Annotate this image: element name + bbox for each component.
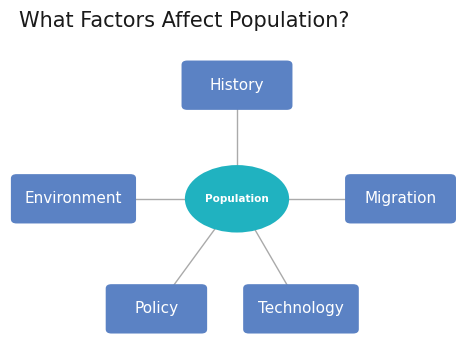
Text: Population: Population bbox=[205, 194, 269, 204]
Text: Migration: Migration bbox=[365, 191, 437, 206]
Text: History: History bbox=[210, 78, 264, 93]
FancyBboxPatch shape bbox=[11, 174, 136, 224]
FancyBboxPatch shape bbox=[182, 60, 292, 110]
FancyBboxPatch shape bbox=[106, 284, 207, 334]
Text: Technology: Technology bbox=[258, 301, 344, 316]
FancyBboxPatch shape bbox=[243, 284, 359, 334]
Text: Policy: Policy bbox=[134, 301, 179, 316]
Text: Environment: Environment bbox=[25, 191, 122, 206]
Text: What Factors Affect Population?: What Factors Affect Population? bbox=[19, 11, 349, 31]
FancyBboxPatch shape bbox=[345, 174, 456, 224]
Ellipse shape bbox=[185, 165, 289, 233]
